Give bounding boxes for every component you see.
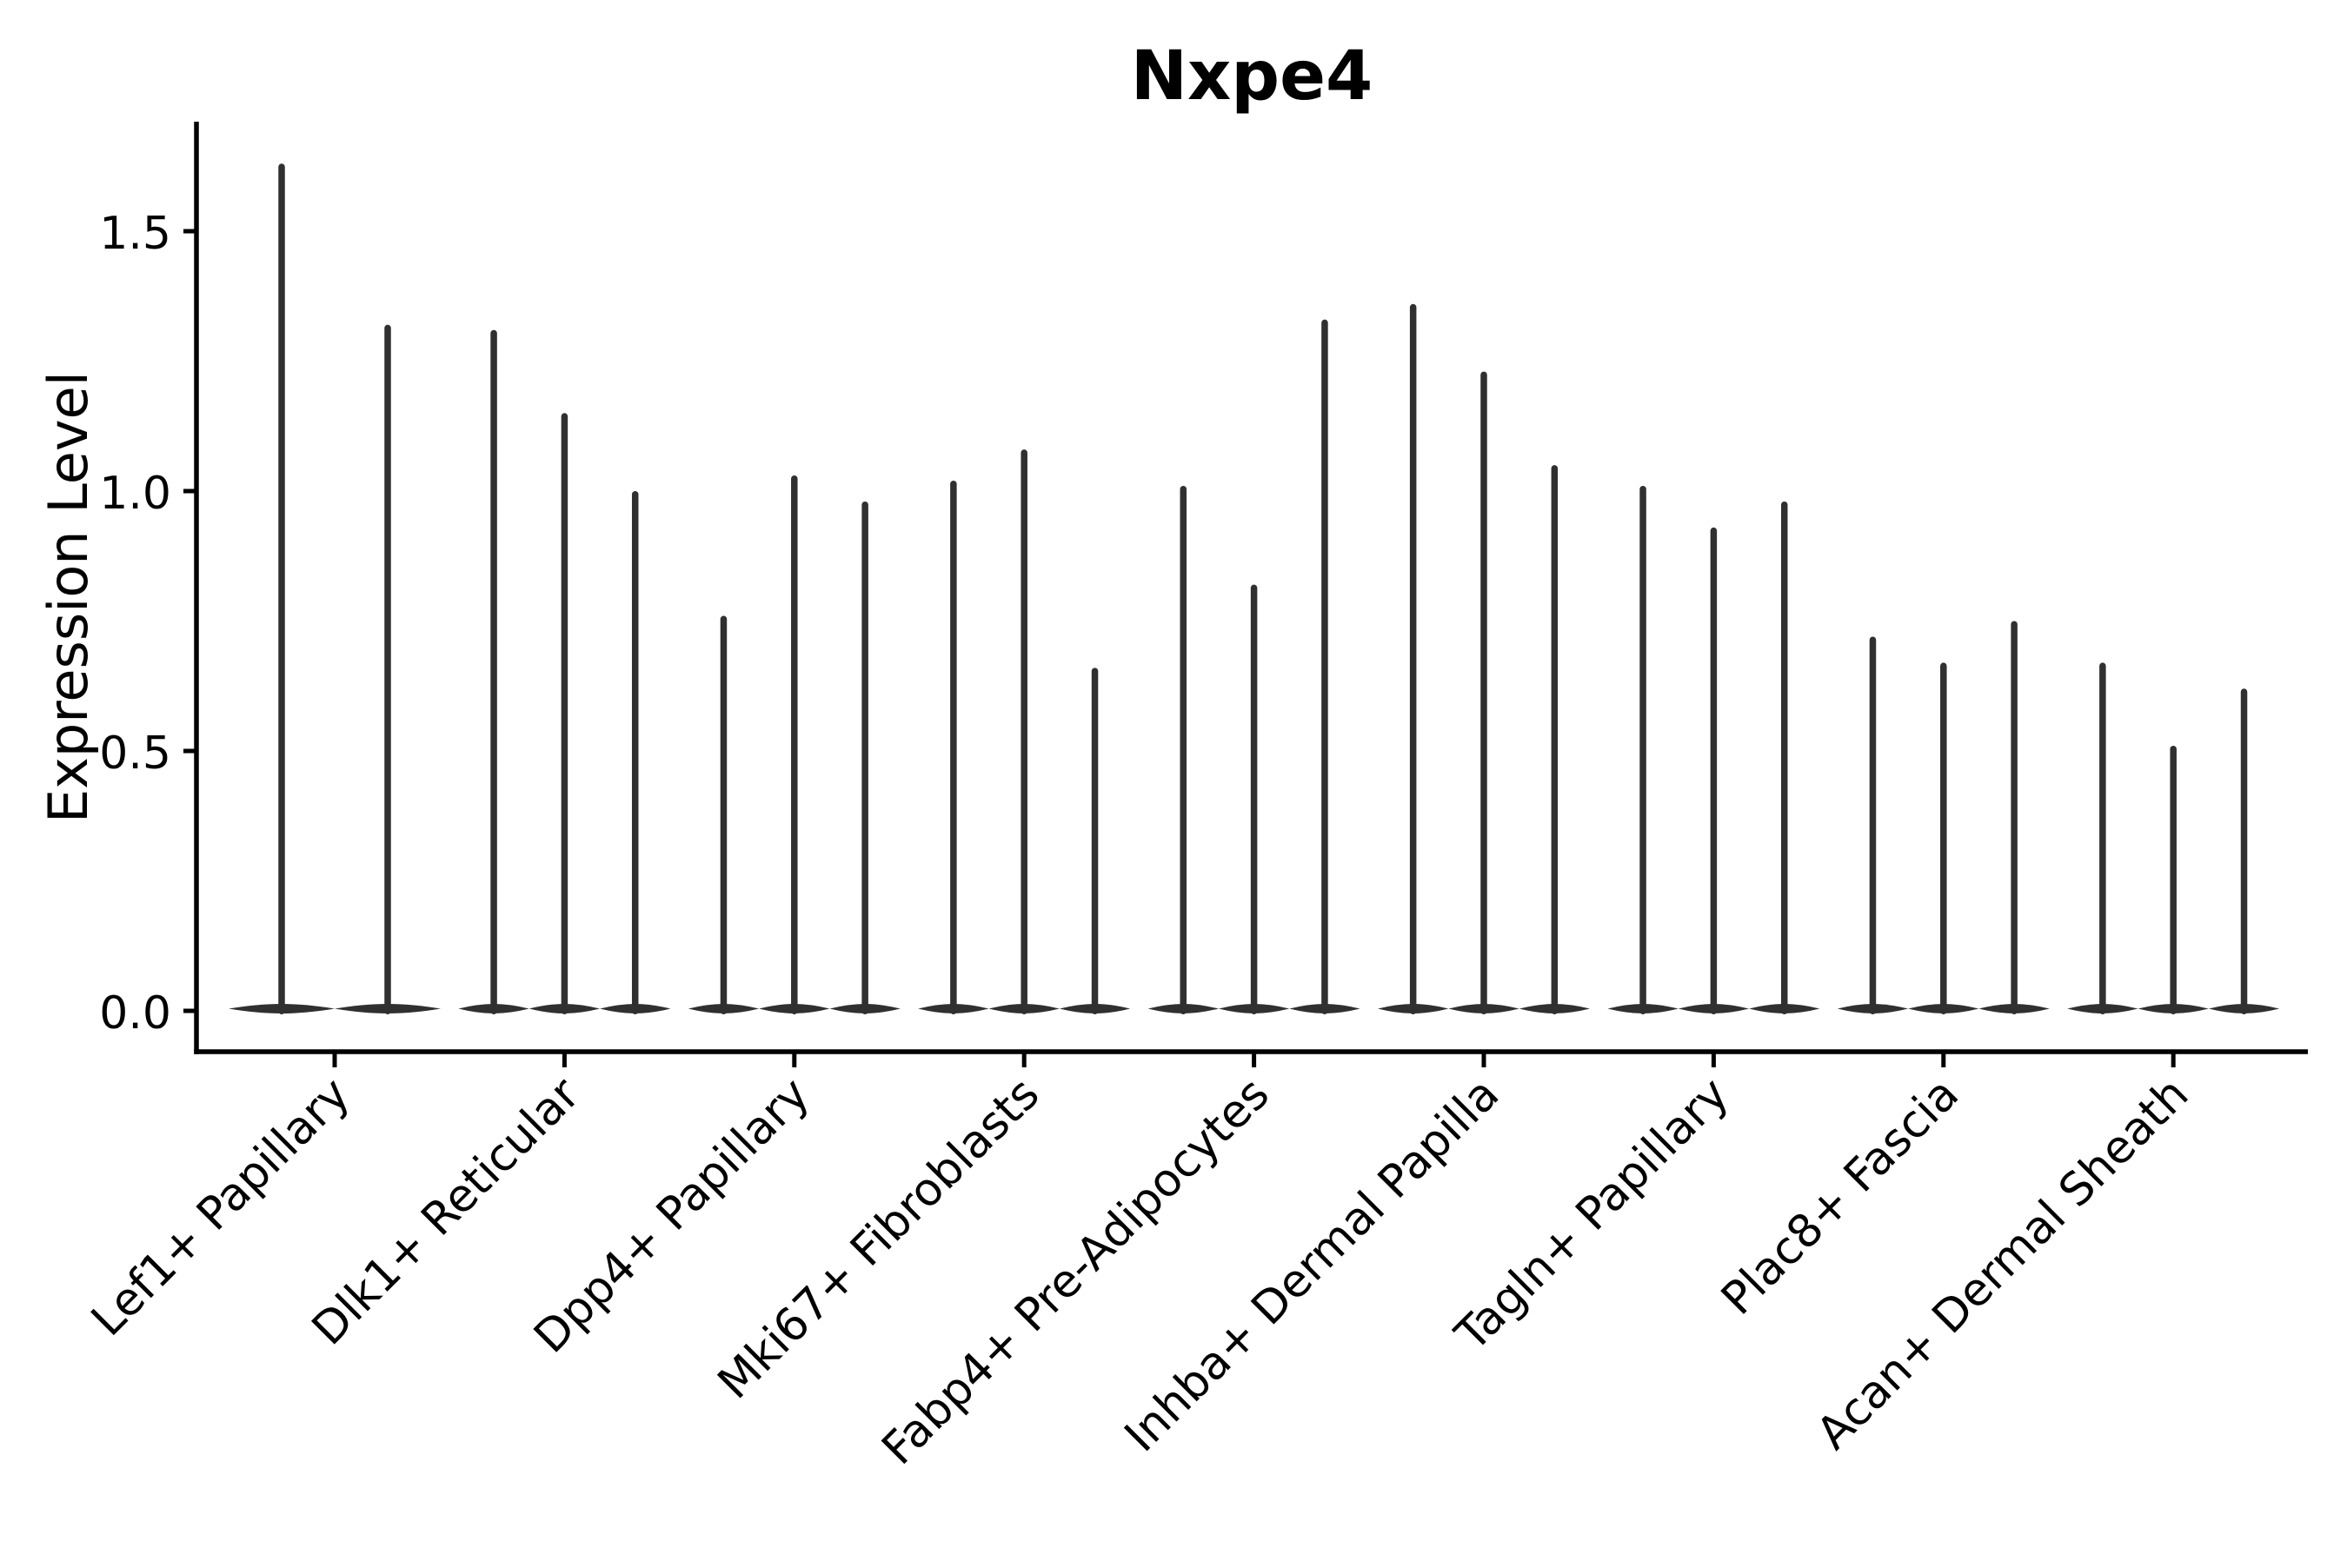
violin-base — [688, 1004, 760, 1013]
y-tick-label: 0.0 — [99, 987, 171, 1040]
violin-spike — [720, 615, 728, 1014]
violin — [2067, 662, 2138, 1014]
violin-base — [529, 1004, 601, 1013]
violin-spike — [1250, 584, 1258, 1014]
violin-spike — [2099, 662, 2106, 1014]
violin-base — [1059, 1004, 1131, 1013]
violin-base — [600, 1004, 671, 1013]
violin — [2208, 688, 2280, 1014]
violin-spike — [561, 413, 568, 1014]
violin-spike — [1409, 303, 1417, 1015]
violin-spike — [1780, 501, 1788, 1014]
violin — [600, 491, 671, 1014]
violin-base — [1678, 1004, 1750, 1013]
x-category-label: Fabp4+ Pre-Adipocytes — [872, 1068, 1279, 1475]
violin — [1059, 668, 1131, 1014]
violin-base — [1749, 1004, 1820, 1013]
y-tick-label: 1.5 — [99, 208, 171, 260]
violin-base — [1378, 1004, 1449, 1013]
violin-base — [458, 1004, 529, 1013]
violin — [1978, 621, 2050, 1014]
violin-spike — [2011, 621, 2018, 1014]
violin-spike — [1021, 449, 1027, 1014]
violin-base — [335, 1004, 441, 1013]
violin — [759, 475, 830, 1014]
violin-spike — [278, 163, 285, 1014]
violin-base — [988, 1004, 1060, 1013]
violin — [1289, 319, 1360, 1014]
y-axis-label: Expression Level — [37, 371, 100, 823]
violin — [229, 163, 335, 1014]
violin-base — [1908, 1004, 1979, 1013]
violin-spike — [490, 329, 497, 1014]
violin — [1837, 636, 1909, 1014]
violin — [988, 449, 1060, 1014]
violin — [458, 329, 529, 1014]
violin — [1519, 465, 1590, 1014]
violin-spike — [1180, 486, 1187, 1014]
violin-spike — [791, 475, 798, 1014]
violin-spike — [1869, 636, 1877, 1014]
violin — [529, 413, 601, 1014]
violin-base — [1978, 1004, 2050, 1013]
violin-spike — [384, 324, 391, 1014]
violin — [918, 481, 989, 1014]
violin-spike — [1551, 465, 1559, 1014]
violin-layer — [229, 163, 2280, 1015]
violin-spike — [2240, 688, 2248, 1014]
violin-spike — [1321, 319, 1328, 1014]
violin-base — [1607, 1004, 1679, 1013]
violin — [829, 501, 901, 1014]
violin-base — [229, 1004, 335, 1013]
x-category-label: Inhba+ Dermal Papilla — [1115, 1068, 1509, 1462]
violin-base — [1218, 1004, 1290, 1013]
violin-base — [1837, 1004, 1909, 1013]
violin-spike — [1480, 371, 1487, 1015]
violin-spike — [2170, 746, 2177, 1014]
violin-base — [2067, 1004, 2138, 1013]
violin — [1448, 371, 1519, 1015]
violin-spike — [1639, 486, 1646, 1014]
violin-base — [2208, 1004, 2280, 1013]
violin-base — [1519, 1004, 1590, 1013]
x-category-label: Plac8+ Fascia — [1712, 1068, 1969, 1325]
violin-spike — [1710, 527, 1718, 1014]
x-category-label: Acan+ Dermal Sheath — [1807, 1068, 2199, 1460]
violin — [1908, 662, 1979, 1014]
violin — [1678, 527, 1750, 1014]
violin — [1749, 501, 1820, 1014]
violin-spike — [631, 491, 639, 1014]
violin-base — [1448, 1004, 1519, 1013]
violin-base — [2138, 1004, 2209, 1013]
chart-title: Nxpe4 — [1131, 37, 1373, 116]
violin-base — [1289, 1004, 1360, 1013]
y-tick-label: 1.0 — [99, 468, 171, 520]
violin-spike — [950, 481, 957, 1014]
violin-base — [918, 1004, 989, 1013]
violin-spike — [861, 501, 868, 1014]
violin — [335, 324, 441, 1014]
violin-spike — [1091, 668, 1099, 1014]
violin — [1607, 486, 1679, 1014]
y-tick-label: 0.5 — [99, 728, 171, 780]
violin-base — [1147, 1004, 1219, 1013]
axes-layer: 0.0 0.5 1.0 1.5 — [99, 122, 2308, 1067]
violin — [1378, 303, 1449, 1015]
violin-spike — [1940, 662, 1947, 1014]
violin — [1218, 584, 1290, 1014]
violin-base — [759, 1004, 830, 1013]
violin — [1147, 486, 1219, 1014]
violin-base — [829, 1004, 901, 1013]
violin — [688, 615, 760, 1014]
violin — [2138, 746, 2209, 1014]
